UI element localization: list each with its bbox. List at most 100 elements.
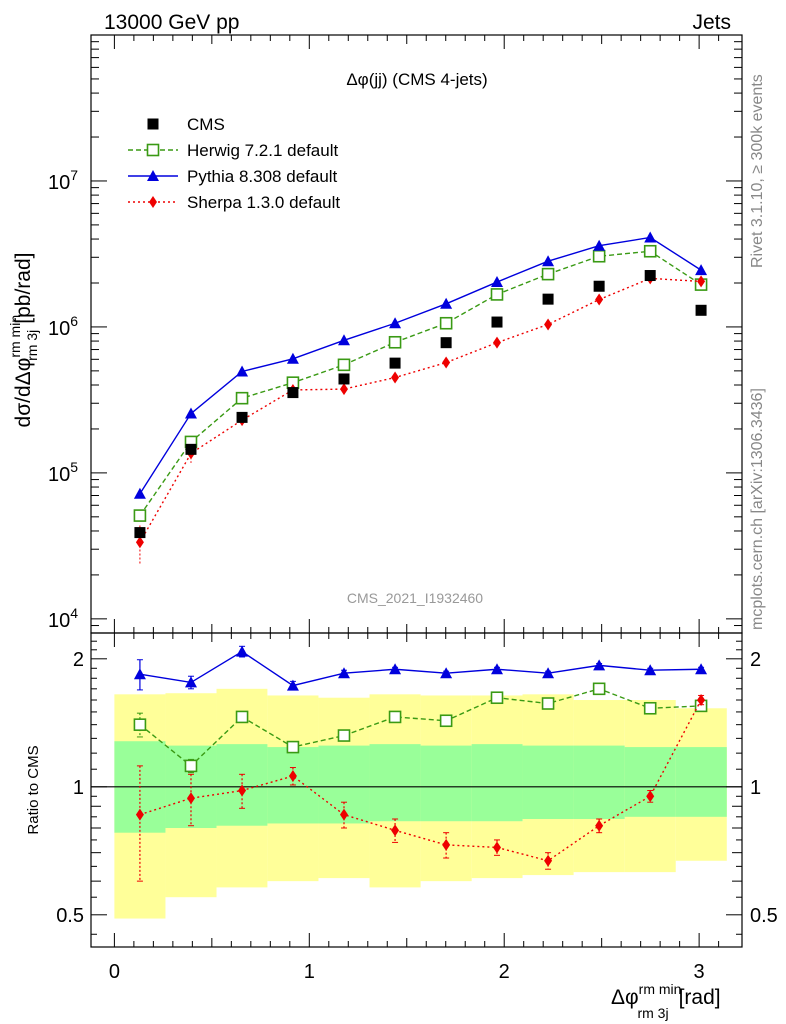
cms-data-point xyxy=(440,337,452,349)
legend-marker xyxy=(146,143,160,157)
pythia-ratio-point xyxy=(184,676,197,688)
herwig-point xyxy=(490,288,504,301)
legend-label: Sherpa 1.3.0 default xyxy=(187,193,340,212)
sherpa-point xyxy=(595,293,604,306)
ratio-y-tick-label-right: 0.5 xyxy=(750,905,778,927)
sherpa-ratio-point xyxy=(492,841,501,854)
y-axis-label: dσ/dΔφrm minrm 3j [pb/rad] xyxy=(7,253,40,428)
pythia-point xyxy=(184,407,197,419)
sherpa-ratio-point xyxy=(442,838,451,851)
stat-uncertainty-band xyxy=(471,744,523,822)
x-tick-label: 2 xyxy=(499,961,510,983)
herwig-ratio-point xyxy=(184,759,198,773)
x-tick-label: 3 xyxy=(694,961,705,983)
sherpa-ratio-point xyxy=(391,824,400,837)
herwig-point xyxy=(337,358,351,372)
cms-data-point xyxy=(134,527,146,539)
main-panel xyxy=(133,231,708,566)
pythia-ratio-point xyxy=(389,663,402,675)
pythia-line xyxy=(139,236,702,495)
legend-label: Pythia 8.308 default xyxy=(187,167,338,186)
stat-uncertainty-band xyxy=(420,745,472,822)
pythia-ratio-point xyxy=(286,679,299,691)
herwig-point xyxy=(439,316,453,330)
svg-text:Δφrm minrm 3j[rad]: Δφrm min rm 3j [rad] xyxy=(611,981,721,1021)
sherpa-ratio-point xyxy=(186,792,195,805)
ratio-y-tick-label-right: 1 xyxy=(750,777,761,799)
ratio-y-axis-label: Ratio to CMS xyxy=(25,745,42,834)
herwig-line xyxy=(139,250,702,516)
cms-data-point xyxy=(644,270,656,282)
stat-uncertainty-band xyxy=(369,744,421,822)
rivet-label: Rivet 3.1.10, ≥ 300k events xyxy=(749,74,766,268)
pythia-ratio-line xyxy=(139,650,702,687)
legend-marker xyxy=(147,118,159,130)
legend: CMS Herwig 7.2.1 default Pythia 8.308 defa… xyxy=(128,115,340,212)
svg-text:dσ/dΔφrm minrm 3j[pb/rad]: dσ/dΔφrm minrm 3j [pb/rad] xyxy=(7,253,40,428)
y-axis-label-sub: rm 3j xyxy=(24,330,40,361)
sherpa-ratio-point xyxy=(544,854,553,867)
pythia-point xyxy=(490,276,503,288)
herwig-ratio-point xyxy=(388,710,402,724)
pythia-ratio-point xyxy=(593,659,606,671)
cms-data-point xyxy=(695,304,707,316)
y-axis-label-pre: dσ/dΔφ xyxy=(12,358,35,428)
y-tick-label: 104 xyxy=(48,605,78,632)
header-jets: Jets xyxy=(692,11,731,34)
herwig-ratio-point xyxy=(235,710,249,724)
herwig-ratio-point xyxy=(133,718,147,731)
stat-uncertainty-band xyxy=(573,745,625,820)
pythia-point xyxy=(542,255,555,267)
legend-label: Herwig 7.2.1 default xyxy=(187,141,338,160)
x-axis-label-unit: [rad] xyxy=(679,986,721,1009)
sherpa-ratio-point xyxy=(646,790,655,803)
pythia-point xyxy=(695,264,708,276)
sherpa-ratio-point xyxy=(288,770,297,783)
ratio-panel xyxy=(91,645,742,919)
pythia-ratio-point xyxy=(236,645,249,657)
cms-data-point xyxy=(338,373,350,385)
sherpa-ratio-point xyxy=(339,808,348,821)
pythia-ratio-point xyxy=(695,663,708,675)
pythia-ratio-point xyxy=(337,667,350,679)
pythia-point xyxy=(389,317,402,329)
y-tick-label: 107 xyxy=(48,167,78,194)
x-tick-label: 0 xyxy=(109,961,120,983)
pythia-ratio-point xyxy=(440,667,453,679)
herwig-point xyxy=(388,335,402,349)
pythia-ratio-point xyxy=(490,663,503,675)
cms-data-point xyxy=(542,293,554,305)
y-tick-label: 106 xyxy=(48,313,78,340)
stat-uncertainty-band xyxy=(675,747,727,817)
pythia-ratio-point xyxy=(644,664,657,676)
legend-marker xyxy=(149,196,157,208)
ratio-y-tick-label-right: 2 xyxy=(750,649,761,671)
chart-title: Δφ(jj) (CMS 4-jets) xyxy=(346,70,487,89)
cms-data-point xyxy=(287,387,299,399)
herwig-point xyxy=(592,249,606,263)
sherpa-line xyxy=(139,277,702,543)
cms-data-point xyxy=(491,316,503,328)
x-axis-label-sup: rm min xyxy=(639,981,682,997)
sherpa-point xyxy=(391,371,400,384)
sherpa-point xyxy=(492,336,501,349)
herwig-point xyxy=(541,267,555,281)
pythia-point xyxy=(133,487,146,499)
x-axis-label-main: Δφ xyxy=(611,986,639,1009)
y-axis-label-sup: rm min xyxy=(7,315,23,358)
herwig-point xyxy=(643,244,657,258)
ratio-y-tick-label-left: 1 xyxy=(73,777,84,799)
herwig-ratio-point xyxy=(643,701,657,715)
cms-data-point xyxy=(185,443,197,455)
sherpa-point xyxy=(544,318,553,331)
sherpa-ratio-point xyxy=(135,808,144,821)
y-tick-label: 105 xyxy=(48,459,78,486)
pythia-point xyxy=(337,334,350,346)
sherpa-ratio-point xyxy=(238,784,247,797)
herwig-point xyxy=(133,509,147,522)
herwig-ratio-line xyxy=(139,688,702,767)
herwig-ratio-point xyxy=(592,682,606,696)
mcplots-label: mcplots.cern.ch [arXiv:1306.3436] xyxy=(749,388,766,630)
sherpa-ratio-point xyxy=(595,819,604,832)
